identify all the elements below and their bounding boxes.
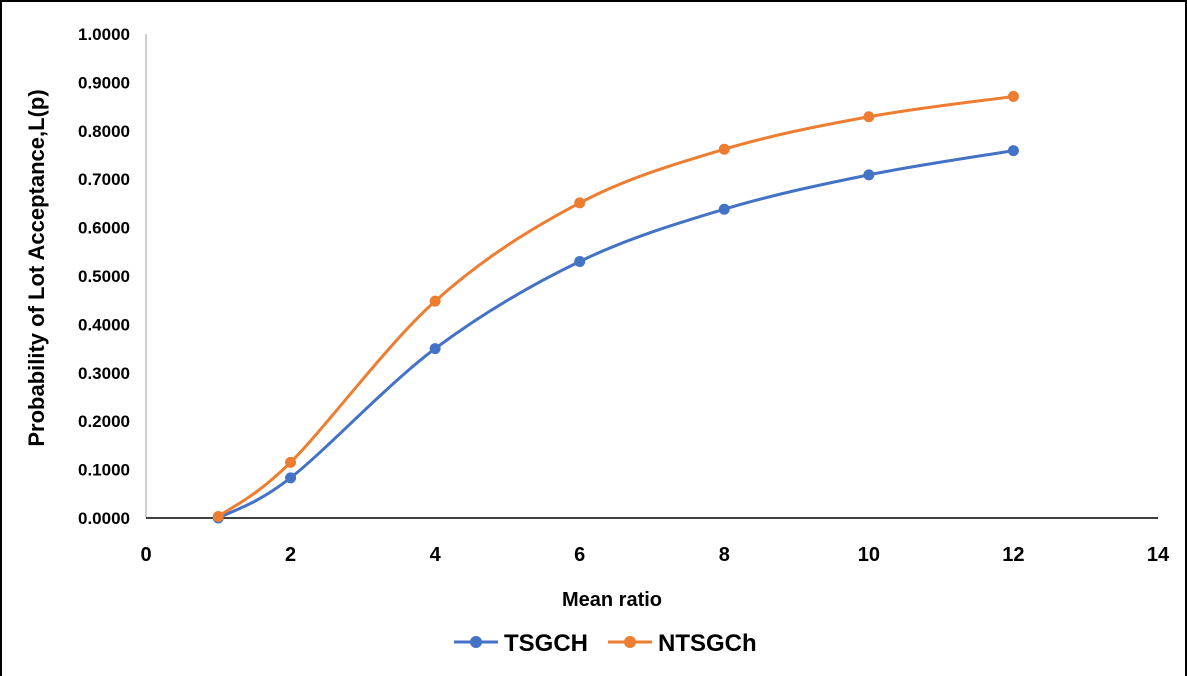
y-tick-labels: 0.0000 0.1000 0.2000 0.3000 0.4000 0.5000 0.60… bbox=[78, 25, 130, 528]
y-tick-label: 1.0000 bbox=[78, 25, 130, 44]
series-lines bbox=[217, 94, 1014, 520]
x-tick-label: 6 bbox=[574, 544, 585, 566]
data-point-ntsgch bbox=[863, 111, 875, 123]
data-point-tsgch bbox=[574, 255, 586, 267]
y-tick-label: 0.0000 bbox=[78, 509, 130, 528]
x-tick-label: 8 bbox=[719, 544, 730, 566]
legend-marker bbox=[470, 636, 482, 648]
x-tick-label: 0 bbox=[140, 544, 151, 566]
legend-label: TSGCH bbox=[504, 630, 588, 657]
x-tick-label: 12 bbox=[1002, 544, 1024, 566]
x-tick-label: 2 bbox=[285, 544, 296, 566]
data-point-ntsgch bbox=[1007, 90, 1019, 102]
legend-item-ntsgch: NTSGCh bbox=[608, 630, 757, 657]
x-tick-label: 4 bbox=[430, 544, 442, 566]
data-point-tsgch bbox=[863, 169, 875, 181]
data-point-ntsgch bbox=[574, 197, 586, 209]
data-point-tsgch bbox=[285, 472, 297, 484]
legend-item-tsgch: TSGCH bbox=[454, 630, 588, 657]
y-tick-label: 0.5000 bbox=[78, 267, 130, 286]
x-tick-label: 10 bbox=[858, 544, 880, 566]
y-tick-label: 0.7000 bbox=[78, 170, 130, 189]
y-axis-label: Probability of Lot Acceptance,L(p) bbox=[24, 89, 49, 446]
legend: TSGCH NTSGCh bbox=[454, 630, 757, 657]
legend-label: NTSGCh bbox=[658, 630, 757, 657]
y-tick-label: 0.1000 bbox=[78, 461, 130, 480]
axes bbox=[145, 34, 1158, 519]
x-axis-label: Mean ratio bbox=[562, 589, 662, 611]
y-tick-label: 0.2000 bbox=[78, 412, 130, 431]
y-tick-label: 0.6000 bbox=[78, 219, 130, 238]
x-tick-labels: 0 2 4 6 8 10 12 14 bbox=[140, 544, 1170, 566]
series-line-ntsgch bbox=[217, 94, 1014, 518]
y-tick-label: 0.4000 bbox=[78, 315, 130, 334]
y-tick-label: 0.9000 bbox=[78, 73, 130, 92]
y-tick-label: 0.8000 bbox=[78, 122, 130, 141]
series-line-tsgch bbox=[217, 149, 1014, 520]
data-point-tsgch bbox=[1007, 145, 1019, 157]
data-point-tsgch bbox=[429, 343, 441, 355]
data-point-ntsgch bbox=[285, 456, 297, 468]
data-point-ntsgch bbox=[718, 143, 730, 155]
series-points bbox=[212, 90, 1019, 524]
x-tick-label: 14 bbox=[1147, 544, 1170, 566]
data-point-ntsgch bbox=[429, 295, 441, 307]
data-point-ntsgch bbox=[212, 511, 224, 523]
data-point-tsgch bbox=[718, 203, 730, 215]
legend-marker bbox=[624, 636, 636, 648]
y-tick-label: 0.3000 bbox=[78, 364, 130, 383]
